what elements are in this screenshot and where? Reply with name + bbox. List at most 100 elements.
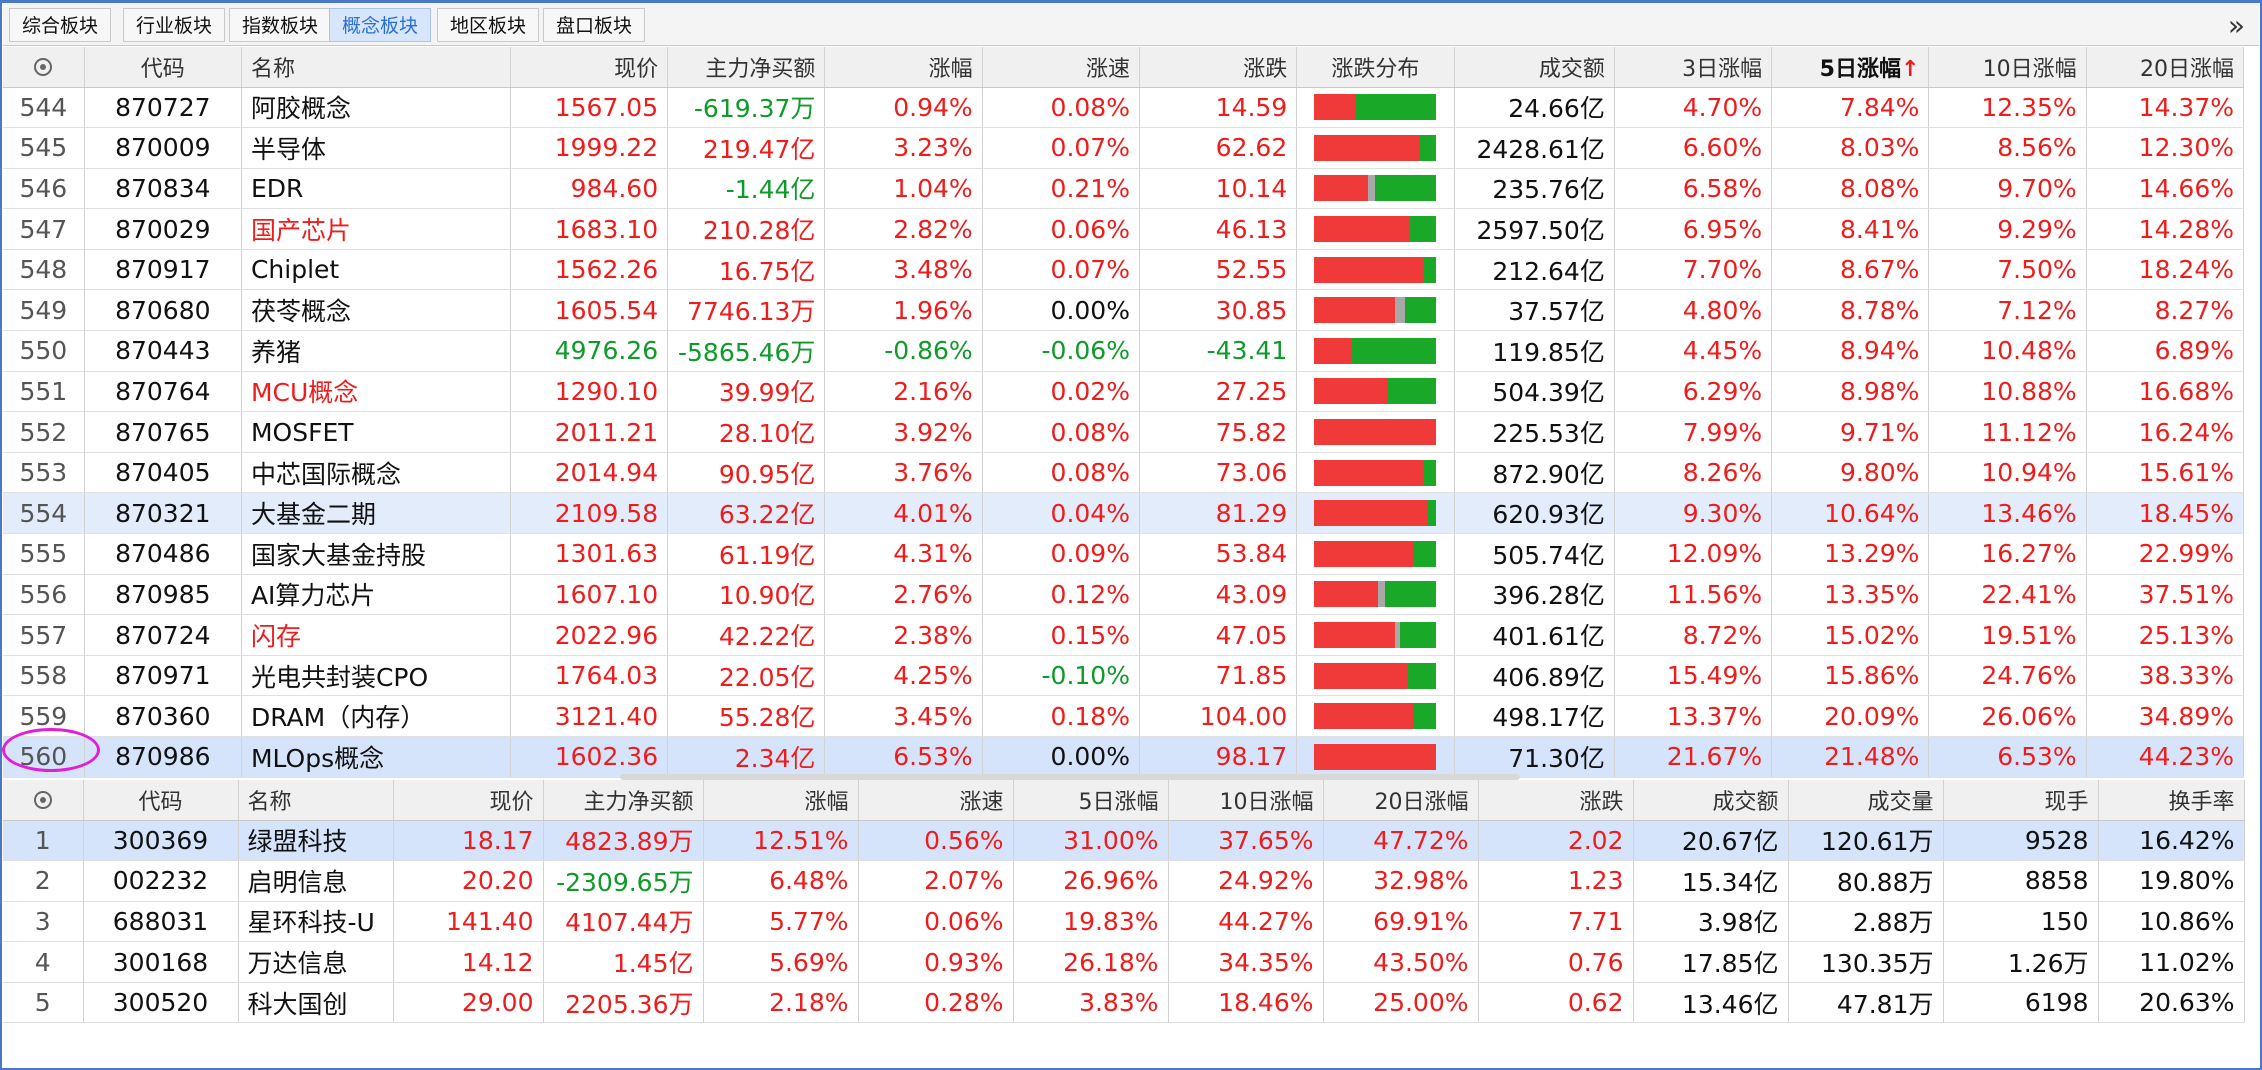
header-3d-change[interactable]: 3日涨幅 [1614, 47, 1773, 88]
sector-name[interactable]: 光电共封装CPO [241, 655, 511, 697]
sector-name[interactable]: 国产芯片 [241, 208, 511, 250]
price: 18.17 [393, 820, 544, 862]
sector-name[interactable]: Chiplet [241, 249, 511, 291]
sector-row[interactable]: 550 870443 养猪 4976.26 -5865.46万 -0.86% -0.06% -… [3, 330, 2245, 372]
sector-name[interactable]: 半导体 [241, 127, 511, 169]
header-main-net-buy[interactable]: 主力净买额 [543, 780, 704, 821]
header-5d-change-sorted[interactable]: 5日涨幅↑ [1771, 47, 1930, 88]
header-code[interactable]: 代码 [84, 47, 242, 88]
sector-name[interactable]: 国家大基金持股 [241, 533, 511, 575]
main-net-buy: 55.28亿 [667, 695, 826, 737]
sector-row[interactable]: 560 870986 MLOps概念 1602.36 2.34亿 6.53% 0.00% 98… [3, 736, 2245, 778]
sector-row[interactable]: 552 870765 MOSFET 2011.21 28.10亿 3.92% 0.08% 75… [3, 411, 2245, 453]
sector-row[interactable]: 546 870834 EDR 984.60 -1.44亿 1.04% 0.21% 10.14 2… [3, 168, 2245, 210]
sector-name[interactable]: EDR [241, 168, 511, 210]
change-10d: 22.41% [1928, 574, 2087, 616]
sector-row[interactable]: 544 870727 阿胶概念 1567.05 -619.37万 0.94% 0.08% 14… [3, 87, 2245, 129]
header-main-net-buy[interactable]: 主力净买额 [667, 47, 826, 88]
tab-concept[interactable]: 概念板块 [329, 8, 432, 42]
header-change-pct[interactable]: 涨幅 [824, 47, 983, 88]
stock-row[interactable]: 1 300369 绿盟科技 18.17 4823.89万 12.51% 0.56% 31.00… [3, 820, 2245, 862]
change-speed: 0.28% [858, 982, 1014, 1024]
header-code[interactable]: 代码 [83, 780, 239, 821]
header-price[interactable]: 现价 [510, 47, 669, 88]
distribution-bar [1296, 533, 1455, 575]
change-5d: 8.78% [1771, 289, 1930, 332]
change-value: 71.85 [1139, 655, 1298, 697]
header-10d-change[interactable]: 10日涨幅 [1168, 780, 1324, 821]
header-turnover[interactable]: 成交额 [1633, 780, 1789, 821]
header-distribution[interactable]: 涨跌分布 [1296, 47, 1455, 88]
change-pct: 12.51% [703, 820, 859, 862]
sector-name[interactable]: MLOps概念 [241, 736, 511, 778]
column-settings-icon[interactable] [3, 47, 85, 88]
stock-row[interactable]: 4 300168 万达信息 14.12 1.45亿 5.69% 0.93% 26.18% 34.… [3, 941, 2245, 983]
sector-row[interactable]: 558 870971 光电共封装CPO 1764.03 22.05亿 4.25% -0.10… [3, 655, 2245, 697]
tab-index[interactable]: 指数板块 [229, 8, 332, 42]
sector-row[interactable]: 549 870680 茯苓概念 1605.54 7746.13万 1.96% 0.00% 30… [3, 289, 2245, 332]
sector-row[interactable]: 545 870009 半导体 1999.22 219.47亿 3.23% 0.07% 62.6… [3, 127, 2245, 169]
header-turnover[interactable]: 成交额 [1454, 47, 1615, 88]
sector-row[interactable]: 551 870764 MCU概念 1290.10 39.99亿 2.16% 0.02% 27.… [3, 371, 2245, 413]
column-settings-icon-bottom[interactable] [3, 780, 84, 821]
sector-name[interactable]: 茯苓概念 [241, 289, 511, 332]
sector-row[interactable]: 553 870405 中芯国际概念 2014.94 90.95亿 3.76% 0.08% 73… [3, 452, 2245, 494]
change-pct: 3.48% [824, 249, 983, 291]
header-name[interactable]: 名称 [238, 780, 394, 821]
tab-order-book[interactable]: 盘口板块 [543, 8, 646, 42]
price: 1683.10 [510, 208, 669, 250]
header-change[interactable]: 涨跌 [1478, 780, 1634, 821]
sector-name[interactable]: 大基金二期 [241, 492, 511, 535]
double-chevron-right-icon[interactable]: » [2227, 9, 2245, 42]
up-down-distribution-bar [1314, 581, 1437, 608]
sector-name[interactable]: 阿胶概念 [241, 87, 511, 129]
sector-name[interactable]: 中芯国际概念 [241, 452, 511, 494]
header-change-pct[interactable]: 涨幅 [703, 780, 859, 821]
sector-row[interactable]: 554 870321 大基金二期 2109.58 63.22亿 4.01% 0.04% 81.… [3, 492, 2245, 535]
sector-name[interactable]: 闪存 [241, 614, 511, 656]
header-change-speed[interactable]: 涨速 [982, 47, 1140, 88]
header-20d-change[interactable]: 20日涨幅 [2086, 47, 2245, 88]
stock-name[interactable]: 启明信息 [238, 860, 394, 902]
stock-name[interactable]: 绿盟科技 [238, 820, 394, 862]
header-change[interactable]: 涨跌 [1139, 47, 1298, 88]
sector-name[interactable]: MOSFET [241, 411, 511, 453]
stock-row[interactable]: 2 002232 启明信息 20.20 -2309.65万 6.48% 2.07% 26.96… [3, 860, 2245, 902]
header-price[interactable]: 现价 [393, 780, 544, 821]
sector-row[interactable]: 547 870029 国产芯片 1683.10 210.28亿 2.82% 0.06% 46.… [3, 208, 2245, 250]
header-10d-change[interactable]: 10日涨幅 [1928, 47, 2087, 88]
header-20d-change[interactable]: 20日涨幅 [1323, 780, 1479, 821]
sector-code: 870834 [84, 168, 242, 210]
turnover-amount: 3.98亿 [1633, 901, 1789, 943]
change-pct: 3.23% [824, 127, 983, 169]
change-3d: 7.70% [1614, 249, 1773, 291]
header-change-speed[interactable]: 涨速 [858, 780, 1014, 821]
tab-region[interactable]: 地区板块 [437, 8, 540, 42]
turnover-rate: 10.86% [2098, 901, 2245, 943]
stock-name[interactable]: 科大国创 [238, 982, 394, 1024]
change-value: 0.62 [1478, 982, 1634, 1024]
header-5d-change[interactable]: 5日涨幅 [1013, 780, 1169, 821]
sector-row[interactable]: 555 870486 国家大基金持股 1301.63 61.19亿 4.31% 0.09% 5… [3, 533, 2245, 575]
header-last-hand[interactable]: 现手 [1943, 780, 2099, 821]
tab-industry[interactable]: 行业板块 [123, 8, 226, 42]
change-20d: 34.89% [2086, 695, 2245, 737]
sector-name[interactable]: 养猪 [241, 330, 511, 372]
sector-row[interactable]: 557 870724 闪存 2022.96 42.22亿 2.38% 0.15% 47.05 4… [3, 614, 2245, 656]
row-index: 5 [3, 982, 84, 1024]
tab-composite[interactable]: 综合板块 [9, 8, 112, 42]
header-volume[interactable]: 成交量 [1788, 780, 1944, 821]
stock-name[interactable]: 星环科技-U [238, 901, 394, 943]
sector-row[interactable]: 548 870917 Chiplet 1562.26 16.75亿 3.48% 0.07% 5… [3, 249, 2245, 291]
sector-name[interactable]: DRAM（内存） [241, 695, 511, 737]
sector-name[interactable]: MCU概念 [241, 371, 511, 413]
header-name[interactable]: 名称 [241, 47, 511, 88]
sector-row[interactable]: 559 870360 DRAM（内存） 3121.40 55.28亿 3.45% 0.18%… [3, 695, 2245, 737]
stock-row[interactable]: 5 300520 科大国创 29.00 2205.36万 2.18% 0.28% 3.83% 1… [3, 982, 2245, 1024]
sector-name[interactable]: AI算力芯片 [241, 574, 511, 616]
stock-name[interactable]: 万达信息 [238, 941, 394, 983]
horizontal-scrollbar[interactable] [620, 774, 1520, 780]
sector-row[interactable]: 556 870985 AI算力芯片 1607.10 10.90亿 2.76% 0.12% 43… [3, 574, 2245, 616]
stock-row[interactable]: 3 688031 星环科技-U 141.40 4107.44万 5.77% 0.06% 19.… [3, 901, 2245, 943]
header-turnover-rate[interactable]: 换手率 [2098, 780, 2245, 821]
